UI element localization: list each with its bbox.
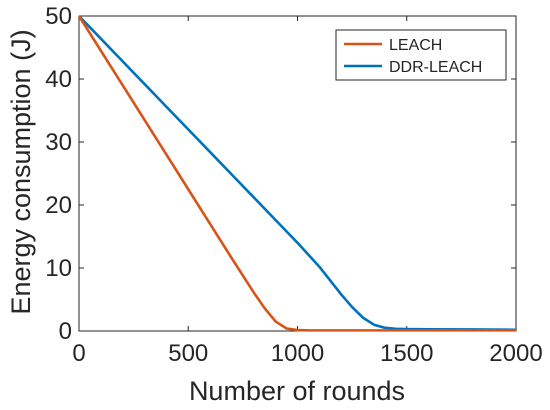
legend-label: LEACH	[389, 37, 442, 54]
y-tick-label: 50	[45, 3, 72, 30]
y-tick-label: 40	[45, 66, 72, 93]
x-tick-label: 500	[168, 340, 208, 367]
series-line-leach	[77, 15, 516, 332]
x-axis-label: Number of rounds	[189, 376, 405, 406]
x-tick-label: 1000	[271, 340, 324, 367]
y-tick-label: 30	[45, 129, 72, 156]
series-line-ddr-leach	[78, 15, 517, 332]
y-axis-label: Energy consumption (J)	[6, 29, 36, 314]
legend-box	[335, 29, 507, 81]
legend-label: DDR-LEACH	[389, 59, 482, 76]
plot-layer: 0 500 1000 1500 2000 0 10 20 30 40 50 LEACH DDR-LEAC…	[45, 3, 542, 367]
y-tick-label: 10	[45, 255, 72, 282]
x-tick-label: 0	[72, 340, 85, 367]
x-tick-label: 1500	[380, 340, 433, 367]
y-tick-label: 0	[59, 318, 72, 345]
x-tick-label: 2000	[489, 340, 542, 367]
y-tick-label: 20	[45, 192, 72, 219]
